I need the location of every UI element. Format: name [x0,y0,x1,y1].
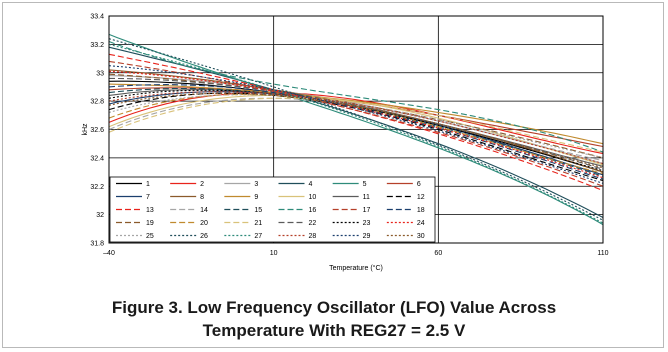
legend-label-7: 7 [146,194,150,201]
series-line-28 [108,91,604,165]
legend-label-24: 24 [417,220,425,227]
legend-label-16: 16 [309,207,317,214]
legend-label-9: 9 [254,194,258,201]
y-tick-labels: 31.8 32 32.2 32.4 32.6 32.8 33 33.2 33.4 [90,14,104,248]
x-axis-label: Temperature (°C) [329,264,383,272]
series-line-10 [108,94,604,166]
series-line-12 [108,92,604,182]
series-line-30 [108,92,604,169]
legend-label-25: 25 [146,233,154,240]
legend-label-11: 11 [363,194,370,201]
legend-label-19: 19 [146,220,154,227]
y-tick-label: 33.4 [90,14,104,21]
legend-label-8: 8 [200,194,204,201]
series-line-21 [108,97,604,153]
series-line-9 [108,83,604,145]
legend-label-4: 4 [309,181,313,188]
legend-label-3: 3 [254,181,258,188]
x-tick-label: 10 [270,250,278,257]
x-tick-label: –40 [103,250,115,257]
x-tick-label: 110 [597,250,608,257]
legend-label-13: 13 [146,207,154,214]
legend-label-21: 21 [254,220,262,227]
y-axis-label: kHz [82,123,89,136]
series-line-24 [108,70,604,179]
series-line-27 [108,43,604,224]
legend-label-14: 14 [200,207,208,214]
legend-label-5: 5 [363,181,367,188]
y-tick-label: 33 [96,70,104,77]
series-line-26 [108,38,604,221]
figure-panel: 31.8 32 32.2 32.4 32.6 32.8 33 33.2 33.4 –40 10 60… [2,2,664,348]
series-line-22 [108,77,604,170]
x-tick-labels: –40 10 60 110 [103,250,609,257]
y-tick-label: 32.8 [90,99,104,106]
legend-label-2: 2 [200,181,204,188]
legend-label-17: 17 [363,207,371,214]
legend-box [109,176,436,243]
series-line-14 [108,97,604,162]
plot-frame [108,15,604,244]
series-line-5 [108,33,604,226]
legend-label-29: 29 [363,233,371,240]
y-tick-label: 31.8 [90,241,104,248]
legend-label-20: 20 [200,220,208,227]
legend-label-22: 22 [309,220,317,227]
legend-label-10: 10 [309,194,317,201]
figure-caption-line2: Temperature With REG27 = 2.5 V [202,321,466,340]
y-tick-label: 32.2 [90,184,104,191]
series-line-20 [108,93,604,175]
y-tick-label: 32.6 [90,127,104,134]
legend-label-27: 27 [254,233,262,240]
series-line-13 [108,53,604,192]
series-lines [108,33,604,226]
legend-label-1: 1 [146,181,150,188]
y-tick-label: 32 [96,212,104,219]
legend-label-26: 26 [200,233,208,240]
legend-label-23: 23 [363,220,371,227]
y-tick-label: 33.2 [90,42,104,49]
series-line-2 [108,91,604,155]
legend-label-28: 28 [309,233,317,240]
series-line-17 [108,60,604,187]
legend-label-30: 30 [417,233,425,240]
legend-label-12: 12 [417,194,425,201]
y-tick-label: 32.4 [90,155,104,162]
figure-caption-line1: Figure 3. Low Frequency Oscillator (LFO)… [111,298,557,317]
series-line-16 [108,40,604,153]
legend-label-15: 15 [254,207,262,214]
legend-label-6: 6 [417,181,421,188]
x-tick-label: 60 [434,250,442,257]
legend-label-18: 18 [417,207,425,214]
